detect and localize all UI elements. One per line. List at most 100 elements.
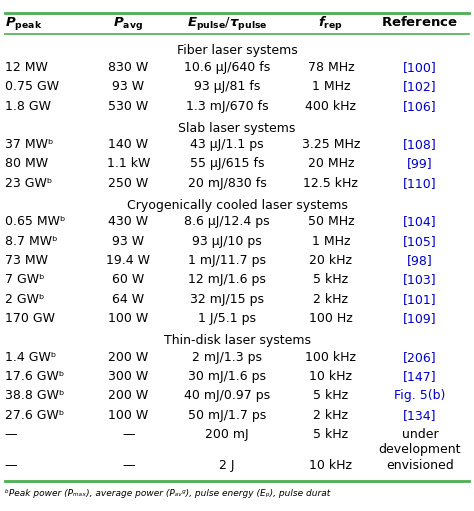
Text: 2 J: 2 J bbox=[219, 459, 235, 472]
Text: under: under bbox=[401, 428, 438, 441]
Text: [134]: [134] bbox=[403, 409, 437, 422]
Text: 0.65 MWᵇ: 0.65 MWᵇ bbox=[5, 215, 65, 228]
Text: —: — bbox=[5, 459, 17, 472]
Text: [98]: [98] bbox=[407, 254, 433, 267]
Text: 64 W: 64 W bbox=[112, 293, 145, 306]
Text: 5 kHz: 5 kHz bbox=[313, 428, 348, 441]
Text: [105]: [105] bbox=[403, 235, 437, 247]
Text: —: — bbox=[122, 459, 135, 472]
Text: 300 W: 300 W bbox=[108, 370, 148, 383]
Text: [147]: [147] bbox=[403, 370, 437, 383]
Text: 7 GWᵇ: 7 GWᵇ bbox=[5, 273, 44, 286]
Text: 250 W: 250 W bbox=[108, 177, 148, 190]
Text: 50 MHz: 50 MHz bbox=[308, 215, 354, 228]
Text: [106]: [106] bbox=[403, 100, 437, 112]
Text: 10 kHz: 10 kHz bbox=[310, 370, 352, 383]
Text: 0.75 GW: 0.75 GW bbox=[5, 80, 59, 93]
Text: —: — bbox=[122, 428, 135, 441]
Text: Fiber laser systems: Fiber laser systems bbox=[177, 44, 297, 57]
Text: $\boldsymbol{P}_{\mathbf{avg}}$: $\boldsymbol{P}_{\mathbf{avg}}$ bbox=[113, 15, 143, 32]
Text: 10.6 μJ/640 fs: 10.6 μJ/640 fs bbox=[184, 61, 270, 74]
Text: [100]: [100] bbox=[403, 61, 437, 74]
Text: 12 MW: 12 MW bbox=[5, 61, 47, 74]
Text: 1 J/5.1 ps: 1 J/5.1 ps bbox=[198, 312, 256, 325]
Text: 100 kHz: 100 kHz bbox=[305, 351, 356, 363]
Text: 200 mJ: 200 mJ bbox=[205, 428, 249, 441]
Text: Thin-disk laser systems: Thin-disk laser systems bbox=[164, 334, 310, 347]
Text: 93 W: 93 W bbox=[112, 235, 145, 247]
Text: 1 mJ/11.7 ps: 1 mJ/11.7 ps bbox=[188, 254, 266, 267]
Text: 40 mJ/0.97 ps: 40 mJ/0.97 ps bbox=[184, 389, 270, 402]
Text: 140 W: 140 W bbox=[108, 138, 148, 151]
Text: 55 μJ/615 fs: 55 μJ/615 fs bbox=[190, 157, 264, 170]
Text: [108]: [108] bbox=[403, 138, 437, 151]
Text: [101]: [101] bbox=[403, 293, 437, 306]
Text: 5 kHz: 5 kHz bbox=[313, 273, 348, 286]
Text: $\mathbf{Reference}$: $\mathbf{Reference}$ bbox=[381, 15, 458, 29]
Text: 1.3 mJ/670 fs: 1.3 mJ/670 fs bbox=[186, 100, 268, 112]
Text: [103]: [103] bbox=[403, 273, 437, 286]
Text: 10 kHz: 10 kHz bbox=[310, 459, 352, 472]
Text: 32 mJ/15 ps: 32 mJ/15 ps bbox=[190, 293, 264, 306]
Text: 400 kHz: 400 kHz bbox=[305, 100, 356, 112]
Text: 2 kHz: 2 kHz bbox=[313, 293, 348, 306]
Text: 1 MHz: 1 MHz bbox=[311, 80, 350, 93]
Text: envisioned: envisioned bbox=[386, 459, 454, 472]
Text: 78 MHz: 78 MHz bbox=[308, 61, 354, 74]
Text: 2 kHz: 2 kHz bbox=[313, 409, 348, 422]
Text: 17.6 GWᵇ: 17.6 GWᵇ bbox=[5, 370, 64, 383]
Text: 19.4 W: 19.4 W bbox=[106, 254, 150, 267]
Text: [99]: [99] bbox=[407, 157, 433, 170]
Text: 1.8 GW: 1.8 GW bbox=[5, 100, 51, 112]
Text: Cryogenically cooled laser systems: Cryogenically cooled laser systems bbox=[127, 199, 347, 212]
Text: 12 mJ/1.6 ps: 12 mJ/1.6 ps bbox=[188, 273, 266, 286]
Text: 50 mJ/1.7 ps: 50 mJ/1.7 ps bbox=[188, 409, 266, 422]
Text: 2 mJ/1.3 ps: 2 mJ/1.3 ps bbox=[192, 351, 262, 363]
Text: 12.5 kHz: 12.5 kHz bbox=[303, 177, 358, 190]
Text: 60 W: 60 W bbox=[112, 273, 145, 286]
Text: [109]: [109] bbox=[403, 312, 437, 325]
Text: $\boldsymbol{f}_{\mathbf{rep}}$: $\boldsymbol{f}_{\mathbf{rep}}$ bbox=[319, 15, 343, 33]
Text: 830 W: 830 W bbox=[108, 61, 148, 74]
Text: [104]: [104] bbox=[403, 215, 437, 228]
Text: 23 GWᵇ: 23 GWᵇ bbox=[5, 177, 52, 190]
Text: 530 W: 530 W bbox=[108, 100, 148, 112]
Text: 100 W: 100 W bbox=[108, 409, 148, 422]
Text: —: — bbox=[5, 428, 17, 441]
Text: 1.1 kW: 1.1 kW bbox=[107, 157, 150, 170]
Text: 20 kHz: 20 kHz bbox=[310, 254, 352, 267]
Text: 1.4 GWᵇ: 1.4 GWᵇ bbox=[5, 351, 56, 363]
Text: Fig. 5(b): Fig. 5(b) bbox=[394, 389, 446, 402]
Text: 5 kHz: 5 kHz bbox=[313, 389, 348, 402]
Text: 2 GWᵇ: 2 GWᵇ bbox=[5, 293, 44, 306]
Text: 43 μJ/1.1 ps: 43 μJ/1.1 ps bbox=[190, 138, 264, 151]
Text: 93 μJ/81 fs: 93 μJ/81 fs bbox=[194, 80, 260, 93]
Text: [102]: [102] bbox=[403, 80, 437, 93]
Text: 170 GW: 170 GW bbox=[5, 312, 55, 325]
Text: 200 W: 200 W bbox=[108, 351, 148, 363]
Text: 8.6 μJ/12.4 ps: 8.6 μJ/12.4 ps bbox=[184, 215, 270, 228]
Text: [206]: [206] bbox=[403, 351, 437, 363]
Text: Slab laser systems: Slab laser systems bbox=[178, 122, 296, 134]
Text: 80 MW: 80 MW bbox=[5, 157, 48, 170]
Text: development: development bbox=[379, 443, 461, 455]
Text: 20 MHz: 20 MHz bbox=[308, 157, 354, 170]
Text: 1 MHz: 1 MHz bbox=[311, 235, 350, 247]
Text: 20 mJ/830 fs: 20 mJ/830 fs bbox=[188, 177, 266, 190]
Text: 100 Hz: 100 Hz bbox=[309, 312, 353, 325]
Text: 27.6 GWᵇ: 27.6 GWᵇ bbox=[5, 409, 64, 422]
Text: 93 μJ/10 ps: 93 μJ/10 ps bbox=[192, 235, 262, 247]
Text: 100 W: 100 W bbox=[108, 312, 148, 325]
Text: 30 mJ/1.6 ps: 30 mJ/1.6 ps bbox=[188, 370, 266, 383]
Text: [110]: [110] bbox=[403, 177, 437, 190]
Text: 3.25 MHz: 3.25 MHz bbox=[302, 138, 360, 151]
Text: 430 W: 430 W bbox=[108, 215, 148, 228]
Text: $\boldsymbol{P}_{\mathbf{peak}}$: $\boldsymbol{P}_{\mathbf{peak}}$ bbox=[5, 15, 42, 32]
Text: 8.7 MWᵇ: 8.7 MWᵇ bbox=[5, 235, 57, 247]
Text: ᵇPeak power (Pₘₐₓ), average power (Pₐᵥᵍ), pulse energy (Eₚ), pulse durat: ᵇPeak power (Pₘₐₓ), average power (Pₐᵥᵍ)… bbox=[5, 489, 330, 498]
Text: 73 MW: 73 MW bbox=[5, 254, 48, 267]
Text: $\boldsymbol{E}_{\mathbf{pulse}}/\boldsymbol{\tau}_{\mathbf{pulse}}$: $\boldsymbol{E}_{\mathbf{pulse}}/\boldsy… bbox=[187, 15, 267, 32]
Text: 93 W: 93 W bbox=[112, 80, 145, 93]
Text: 38.8 GWᵇ: 38.8 GWᵇ bbox=[5, 389, 64, 402]
Text: 200 W: 200 W bbox=[108, 389, 148, 402]
